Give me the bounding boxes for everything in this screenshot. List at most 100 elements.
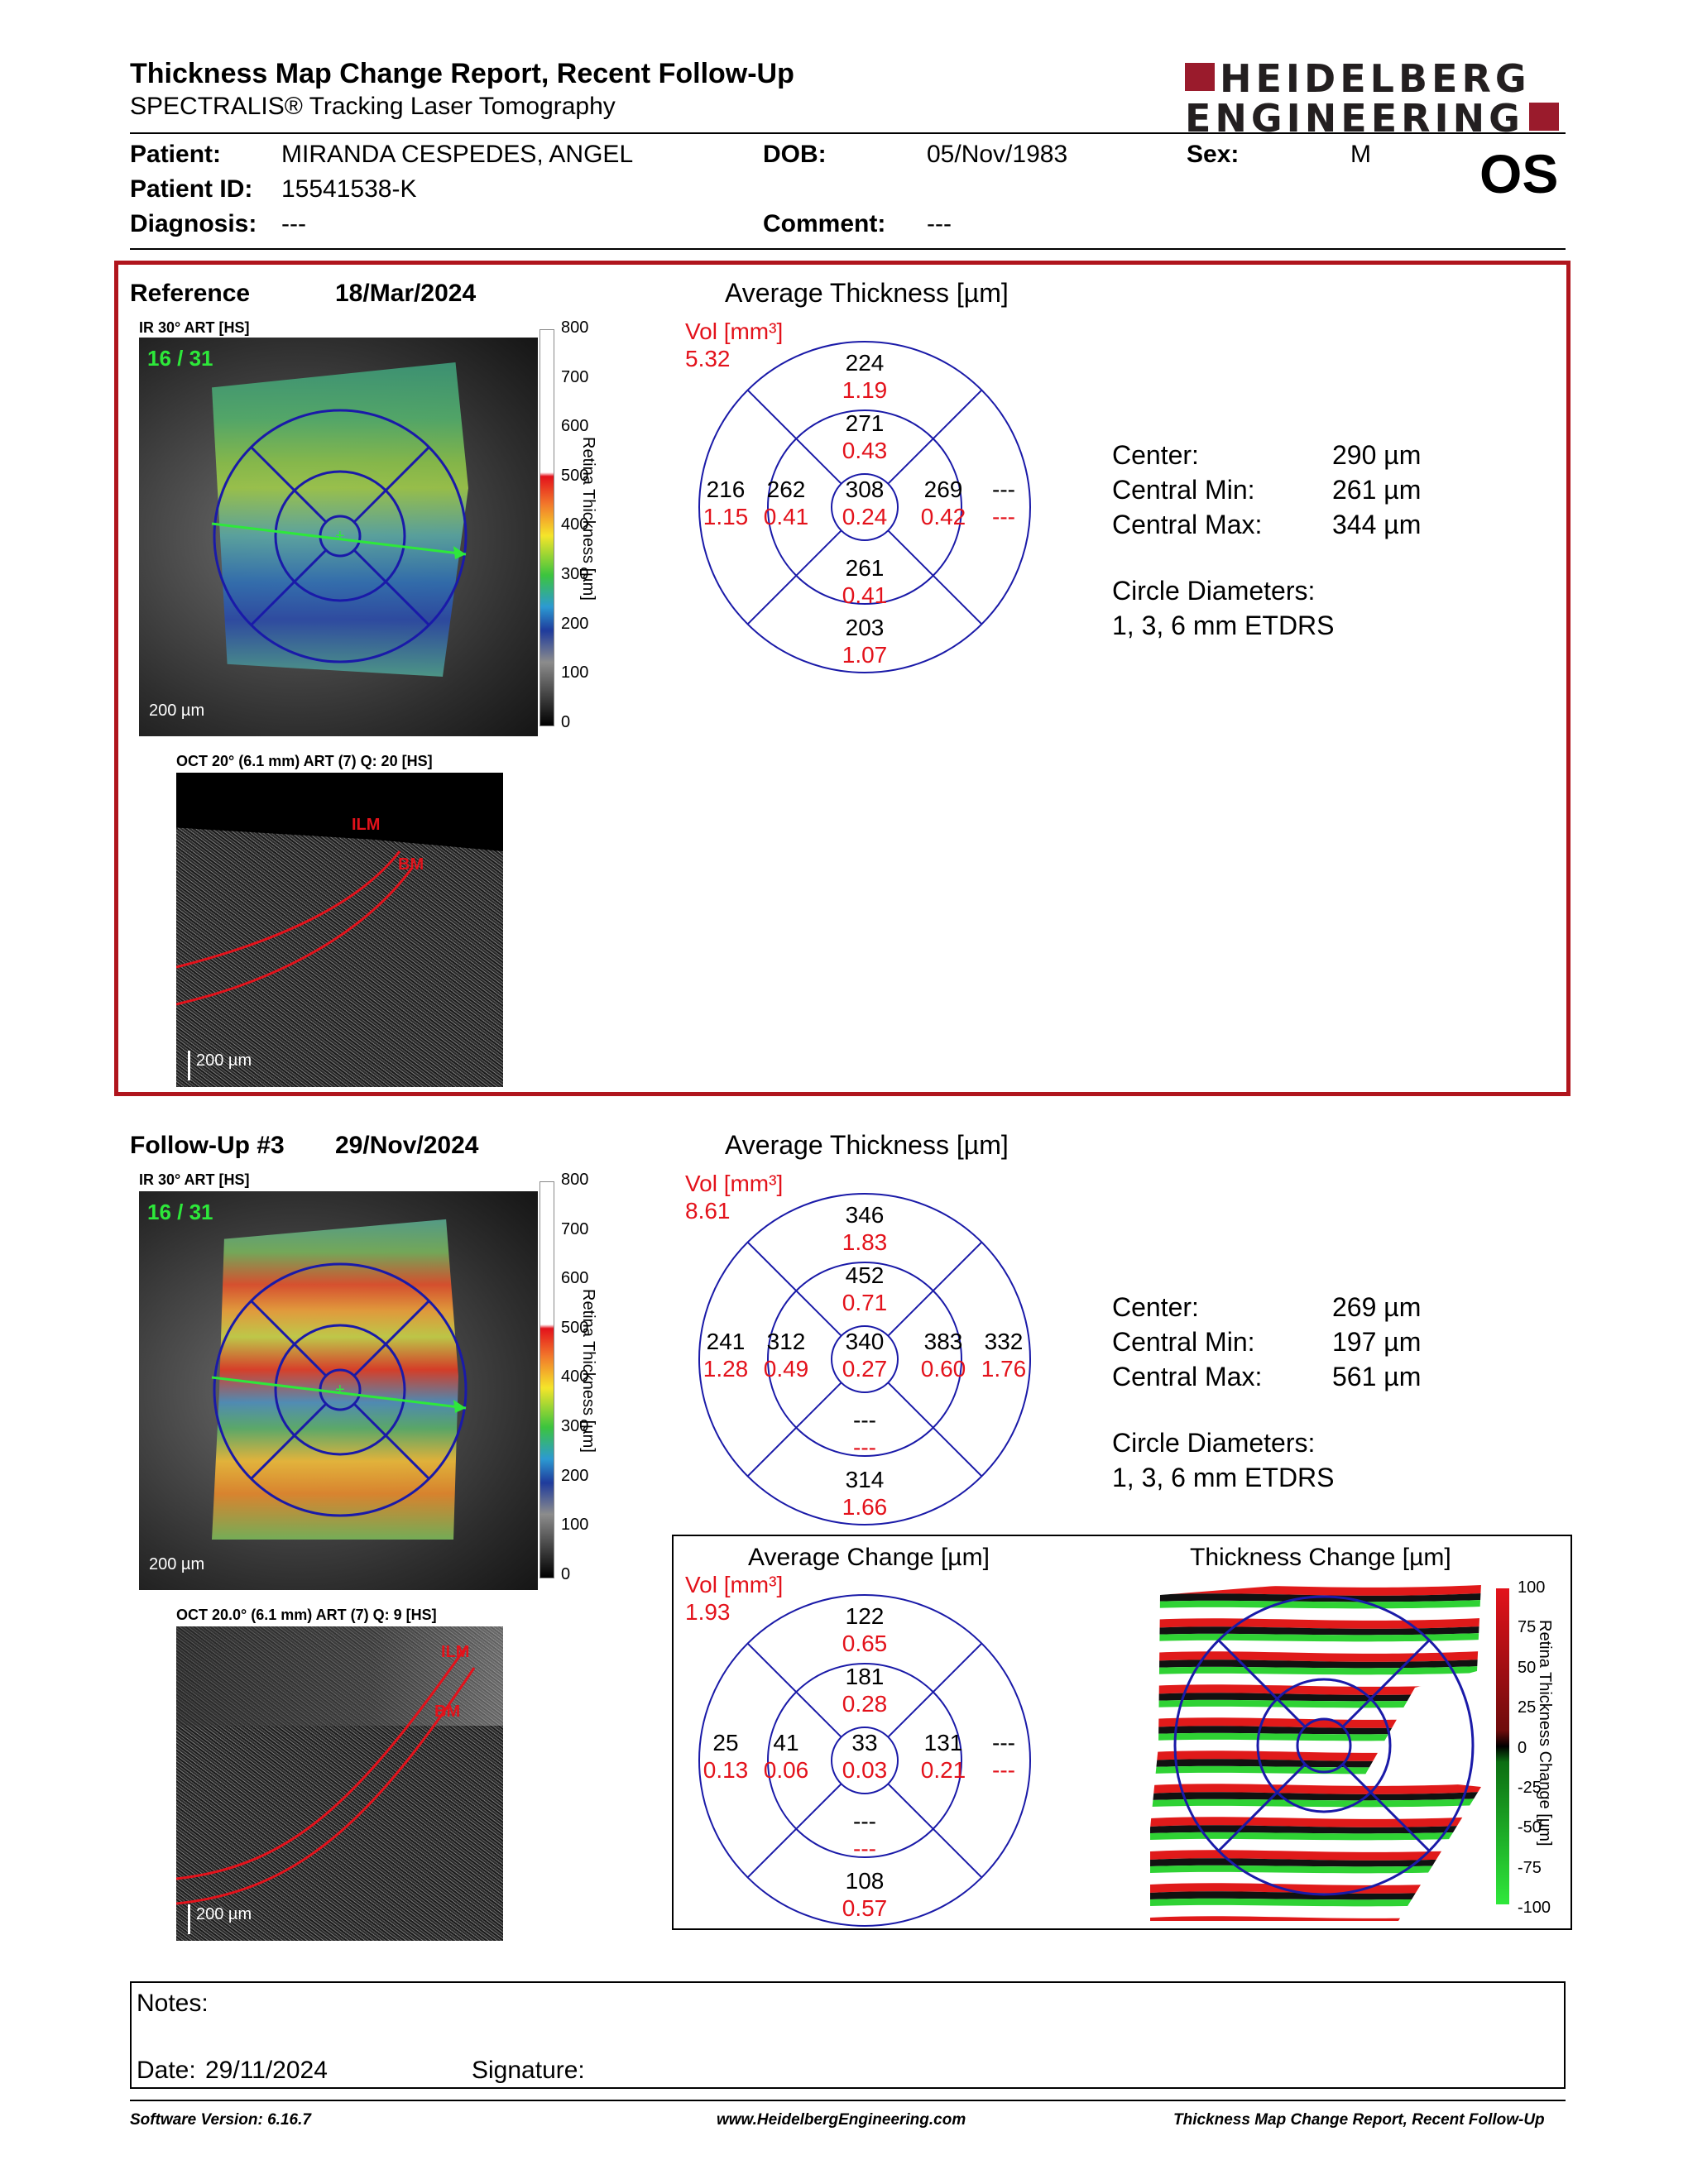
change-colorbar: [1496, 1588, 1509, 1904]
change-inf_inner-thickness: ---: [853, 1808, 876, 1834]
ref-chart-title: Average Thickness [µm]: [725, 278, 1009, 308]
change-chart-title: Average Change [µm]: [748, 1544, 990, 1571]
comment-label: Comment:: [763, 210, 886, 237]
notes-label: Notes:: [137, 1990, 209, 2017]
fu-circle-diameters-label: Circle Diameters:: [1112, 1428, 1316, 1458]
fu-colorbar-tick: 700: [561, 1219, 589, 1238]
ref-temp_outer-volume: 1.15: [703, 504, 749, 529]
fu-ir-caption: IR 30° ART [HS]: [139, 1171, 250, 1188]
change-ring-0: [698, 1594, 1031, 1927]
patient-label: Patient:: [130, 141, 222, 168]
ref-stat-label-0: Center:: [1112, 440, 1199, 470]
fu-inf_inner-thickness: ---: [853, 1407, 876, 1433]
fu-stat-label-0: Center:: [1112, 1292, 1199, 1322]
fu-ir-scalebar: 200 µm: [149, 1555, 205, 1573]
ref-center-thickness: 308: [846, 477, 885, 502]
fu-oct-caption: OCT 20.0° (6.1 mm) ART (7) Q: 9 [HS]: [176, 1607, 437, 1623]
fu-center-volume: 0.27: [842, 1356, 888, 1382]
fu-vol-value: 8.61: [685, 1198, 731, 1224]
fu-circle-diameters-value: 1, 3, 6 mm ETDRS: [1112, 1463, 1335, 1492]
fu-temp_outer-thickness: 241: [707, 1329, 746, 1354]
fu-divider-3: [887, 1382, 983, 1478]
sex-label: Sex:: [1187, 141, 1240, 168]
ref-etdrs-overlay: +: [211, 409, 468, 663]
ref-divider-3: [887, 529, 983, 625]
change-colorbar-tick: 75: [1518, 1618, 1537, 1637]
website-link[interactable]: www.HeidelbergEngineering.com: [717, 2111, 966, 2129]
software-version: Software Version: 6.16.7: [130, 2111, 311, 2129]
change-divider-0: [746, 1642, 842, 1738]
fu-temp_inner-volume: 0.49: [764, 1356, 809, 1382]
fu-colorbar-tick: 200: [561, 1466, 589, 1485]
ref-colorbar-tick: 0: [561, 712, 571, 731]
fu-ring-0: [698, 1193, 1031, 1525]
fu-colorbar-title: Retina Thickness [µm]: [579, 1289, 597, 1453]
fu-colorbar-tick: 800: [561, 1171, 589, 1189]
ref-stat-value-0: 290 µm: [1332, 440, 1422, 470]
fu-inf_inner-volume: ---: [853, 1434, 876, 1460]
change-colorbar-title: Retina Thickness Change [µm]: [1536, 1620, 1554, 1846]
ref-stat-label-2: Central Max:: [1112, 510, 1263, 539]
fu-colorbar-tick: 500: [561, 1318, 589, 1337]
ref-sup_inner-volume: 0.43: [842, 438, 888, 463]
change-colorbar-tick: 100: [1518, 1578, 1546, 1597]
ref-circle-diameters-label: Circle Diameters:: [1112, 576, 1316, 606]
followup-label: Follow-Up #3: [130, 1132, 285, 1159]
report-subtitle: SPECTRALIS® Tracking Laser Tomography: [130, 93, 616, 120]
change-nas_inner-thickness: 131: [924, 1730, 963, 1755]
change-divider-2: [746, 1783, 842, 1879]
fu-oct-image: ILM BM 200 µm: [176, 1626, 503, 1941]
change-colorbar-tick: -75: [1518, 1858, 1542, 1877]
report-title: Thickness Map Change Report, Recent Foll…: [130, 58, 794, 89]
change-center-thickness: 33: [851, 1730, 877, 1755]
ref-circle-diameters-value: 1, 3, 6 mm ETDRS: [1112, 611, 1335, 640]
ref-stat-value-2: 344 µm: [1332, 510, 1422, 539]
change-map-title: Thickness Change [µm]: [1190, 1544, 1451, 1571]
change-vol-value: 1.93: [685, 1599, 731, 1625]
company-logo: HEIDELBERG ENGINEERING: [1185, 56, 1566, 141]
ref-frame-counter: 16 / 31: [147, 346, 213, 371]
change-inf_outer-volume: 0.57: [842, 1895, 888, 1921]
ref-bm-label: BM: [398, 855, 424, 874]
ref-inf_outer-volume: 1.07: [842, 642, 888, 668]
ref-colorbar-tick: 800: [561, 318, 589, 337]
change-temp_inner-volume: 0.06: [764, 1757, 809, 1783]
ref-sup_outer-thickness: 224: [846, 350, 885, 376]
fu-sup_outer-thickness: 346: [846, 1202, 885, 1228]
ref-ilm-label: ILM: [352, 816, 381, 834]
change-panel: [672, 1535, 1572, 1930]
svg-text:+: +: [335, 1381, 345, 1399]
fu-bm-label: BM: [434, 1703, 461, 1721]
notes-box[interactable]: [130, 1981, 1566, 2089]
reference-frame: [114, 261, 1571, 1096]
fu-divider-0: [746, 1241, 842, 1337]
change-temp_outer-volume: 0.13: [703, 1757, 749, 1783]
diagnosis-value: ---: [281, 210, 306, 237]
fu-ilm-label: ILM: [441, 1643, 470, 1661]
ref-oct-image: ILM BM 200 µm: [176, 773, 503, 1087]
fu-divider-2: [746, 1382, 842, 1478]
change-nas_outer-thickness: ---: [992, 1730, 1015, 1755]
change-sup_outer-thickness: 122: [846, 1603, 885, 1629]
ref-colorbar-tick: 600: [561, 417, 589, 436]
fu-divider-1: [887, 1241, 983, 1337]
change-colorbar-tick: 50: [1518, 1658, 1537, 1677]
fu-stat-value-1: 197 µm: [1332, 1327, 1422, 1357]
change-divider-1: [887, 1642, 983, 1738]
reference-date: 18/Mar/2024: [335, 280, 477, 307]
fu-sup_outer-volume: 1.83: [842, 1229, 888, 1255]
ref-nas_inner-volume: 0.42: [921, 504, 966, 529]
ref-oct-scalebar: 200 µm: [196, 1051, 252, 1070]
ref-colorbar-tick: 500: [561, 466, 589, 485]
change-temp_outer-thickness: 25: [712, 1730, 738, 1755]
fu-temp_outer-volume: 1.28: [703, 1356, 749, 1382]
ref-inf_outer-thickness: 203: [846, 615, 885, 640]
ref-ir-image: 16 / 31 200 µm +: [139, 338, 538, 736]
ref-ring-0: [698, 341, 1031, 673]
fu-colorbar-tick: 600: [561, 1269, 589, 1288]
fu-etdrs-grid: 346 1.83 452 0.71 340 0.27 241 1.28 312 0.49 383 0.…: [679, 1171, 1043, 1564]
fu-inf_outer-thickness: 314: [846, 1467, 885, 1492]
change-sup_outer-volume: 0.65: [842, 1631, 888, 1656]
change-colorbar-tick: -25: [1518, 1779, 1542, 1797]
eye-label: OS: [1479, 143, 1559, 204]
